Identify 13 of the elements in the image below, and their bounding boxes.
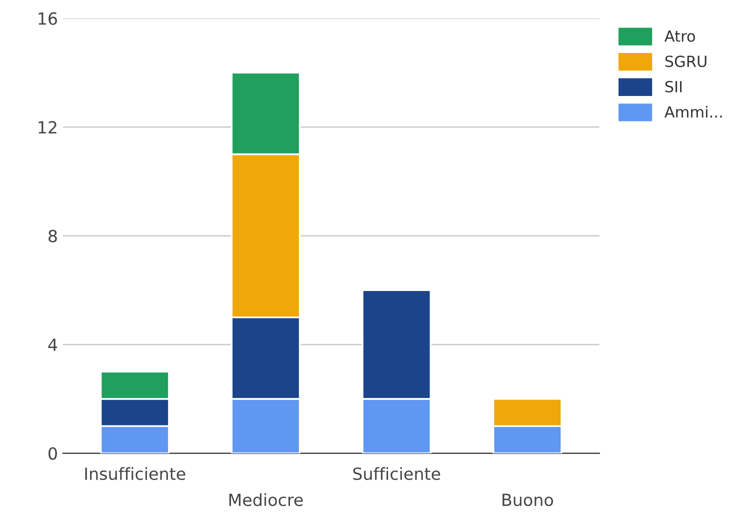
y-tick-label: 8 — [48, 230, 57, 242]
x-tick-label: Insufficiente — [85, 467, 186, 480]
y-tick-label: 4 — [48, 338, 58, 351]
x-tick-label: Mediocre — [229, 493, 303, 506]
legend-label: SGRU — [665, 56, 706, 68]
legend-label: SII — [665, 80, 682, 92]
legend-label: Atro — [664, 30, 695, 42]
y-tick-label: 0 — [48, 447, 57, 460]
x-tick-label: Buono — [502, 494, 553, 506]
y-tick-label: 16 — [38, 12, 57, 25]
legend-label: Ammi... — [664, 106, 722, 118]
x-tick-label: Sufficiente — [353, 467, 440, 480]
y-tick-label: 12 — [38, 121, 56, 134]
